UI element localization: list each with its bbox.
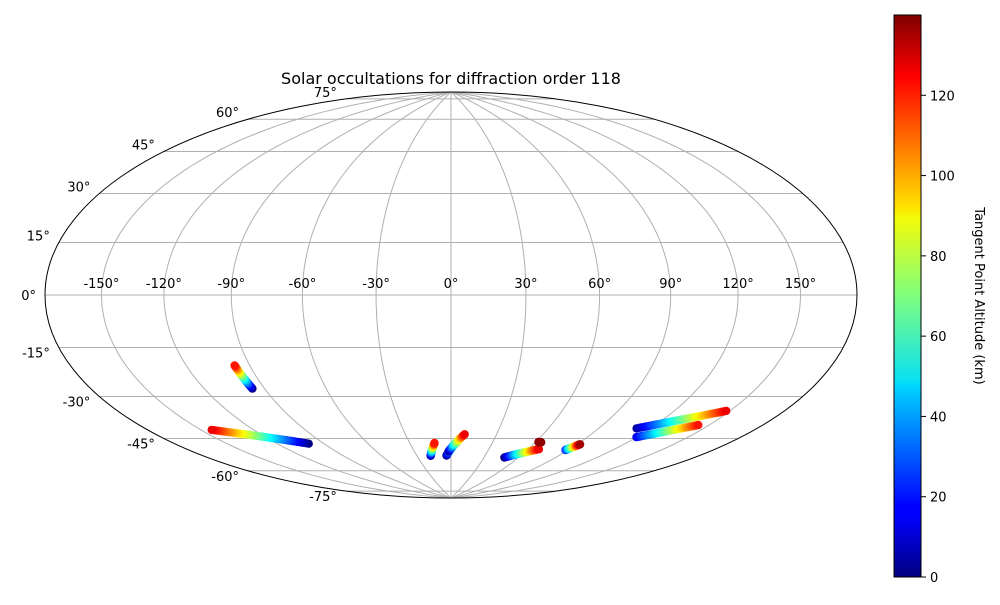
occultation-point xyxy=(534,445,544,454)
lat-tick-label: 45° xyxy=(132,138,155,153)
lat-tick-label: 30° xyxy=(67,181,90,196)
lat-tick-label: -60° xyxy=(211,470,239,485)
colorbar-tick-label: 20 xyxy=(930,491,947,506)
occultation-point xyxy=(230,361,239,370)
lon-tick-label: 30° xyxy=(514,277,537,292)
colorbar-tick-label: 120 xyxy=(930,89,955,104)
lon-tick-label: -150° xyxy=(83,277,119,292)
lon-tick-label: -120° xyxy=(146,277,182,292)
colorbar-ticks: 0 20 40 60 80 100 120 xyxy=(921,89,955,586)
chart-title: Solar occultations for diffraction order… xyxy=(281,69,621,88)
colorbar-tick-label: 80 xyxy=(930,250,947,265)
occultation-tracks xyxy=(207,361,731,462)
colorbar xyxy=(893,14,922,578)
lat-tick-label: -45° xyxy=(127,438,155,453)
colorbar-tick-label: 0 xyxy=(930,571,938,586)
colorbar-tick-label: 100 xyxy=(930,170,955,185)
occultation-point xyxy=(536,438,546,447)
lat-tick-label: 0° xyxy=(21,289,36,304)
lat-tick-label: 75° xyxy=(314,86,337,101)
lon-tick-label: 90° xyxy=(659,277,682,292)
lat-tick-label: 15° xyxy=(27,229,50,244)
occultation-point xyxy=(460,430,469,439)
occultation-point xyxy=(694,420,703,430)
map-grid xyxy=(45,92,857,498)
lon-tick-label: 150° xyxy=(785,277,816,292)
lon-tick-label: -90° xyxy=(217,277,245,292)
latitude-tick-labels: 75° 60° 45° 30° 15° 0° -15° -30° -45° -60° -75° xyxy=(21,86,337,505)
longitude-tick-labels: -150° -120° -90° -60° -30° 0° 30° 60° 90° 120° 150… xyxy=(83,277,816,292)
colorbar-tick-label: 40 xyxy=(930,410,947,425)
occultation-point xyxy=(575,440,585,449)
lon-tick-label: -60° xyxy=(289,277,317,292)
occultation-point xyxy=(722,406,731,416)
lat-tick-label: 60° xyxy=(216,106,239,121)
lat-tick-label: -15° xyxy=(22,347,50,362)
map-outline xyxy=(44,91,858,499)
lat-tick-label: -75° xyxy=(309,490,337,505)
occultation-point xyxy=(207,425,216,435)
colorbar-tick-label: 60 xyxy=(930,330,947,345)
occultation-point xyxy=(430,438,439,448)
lon-tick-label: -30° xyxy=(362,277,390,292)
lat-tick-label: -30° xyxy=(63,396,91,411)
lon-tick-label: 120° xyxy=(722,277,753,292)
colorbar-label: Tangent Point Altitude (km) xyxy=(971,206,986,384)
lon-tick-label: 60° xyxy=(588,277,611,292)
lon-tick-label: 0° xyxy=(444,277,459,292)
